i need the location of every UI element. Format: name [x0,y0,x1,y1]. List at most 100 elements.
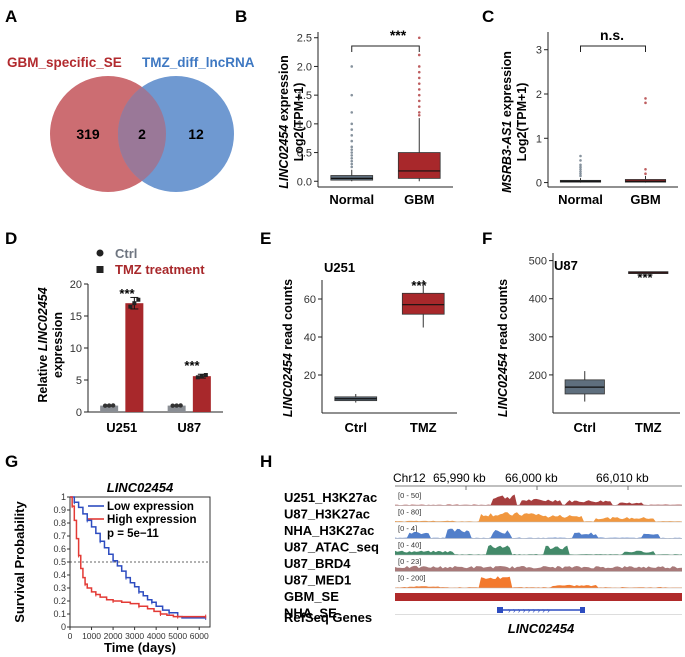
track-u251-h3k27ac-signal [395,494,682,506]
box-b-1-outlier-9 [417,65,421,68]
track-nha-h3k27ac-range: [0 - 4] [398,524,417,533]
box-c-1-outlier-1 [644,167,647,171]
box-c-1-outlier-3 [644,97,647,100]
plot-e: 20 40 60 Ctrl TMZ [304,280,457,435]
ylabel-d-line2: expression [51,312,65,378]
box-b-0-outlier-11 [350,122,354,126]
box-b-0-outlier-9 [350,134,354,137]
box-c-1-category: GBM [630,192,660,207]
panel-b: B LINC02454 expression Log2(TPM+1) *** 0… [235,7,453,207]
plot-g-xtick-label-6: 6000 [190,631,209,641]
plot-g-ytick-label-4: 0.4 [53,570,66,580]
plot-b-ytick-label-0: 0.0 [297,176,312,188]
sig-d-u87: *** [184,358,200,373]
legend-d-ctrl-marker [96,249,104,257]
box-c-0-outlier-4 [579,165,582,169]
track-u251-h3k27ac-range: [0 - 50] [398,491,421,500]
chrom-label: Chr12 [393,471,426,485]
panel-letter-b: B [235,7,247,26]
coord-1: 65,990 kb [433,471,486,485]
ylabel-c-suffix: expression [500,51,514,120]
venn-left-count: 319 [76,126,100,142]
survival-curve-0 [70,496,206,619]
plot-g-xtick-label-2: 2000 [104,631,123,641]
bar-d-1-0-point-1 [174,403,179,408]
box-c-0-outlier-0 [579,174,582,178]
sig-bracket-c [580,45,646,52]
box-c-0-outlier-2 [579,170,582,173]
plot-g-xtick-label-0: 0 [68,631,73,641]
plot-b-ytick-label-5: 2.5 [297,33,312,45]
box-b-1-outlier-11 [417,36,421,40]
track-u87-h3k27ac-signal [395,512,682,522]
box-b-0-outlier-10 [350,128,354,131]
plot-g-ytick-label-10: 1 [61,492,66,502]
venn-overlap [118,76,166,192]
box-c-0-outlier-5 [579,163,582,167]
box-b-1-outlier-4 [417,93,421,97]
track-u251-h3k27ac-label: U251_H3K27ac [284,490,377,505]
plot-e-ytick-label-1: 40 [304,332,316,344]
plot-e-ytick-label-2: 60 [304,294,316,306]
plot-b: 0.0 0.5 1.0 1.5 2.0 2.5 Normal GBM [297,32,453,207]
panel-letter-f: F [482,229,492,248]
gene-model-exon-2 [580,607,585,613]
plot-f-ytick-label-2: 400 [529,294,547,306]
ylabel-b-gene: LINC02454 [277,125,291,189]
box-b-1-outlier-6 [417,82,421,85]
bar-d-1-0 [167,405,186,412]
track-nha-h3k27ac-label: NHA_H3K27ac [284,523,374,538]
legend-g-low: Low expression [107,501,194,513]
plot-f-ytick-label-0: 200 [529,370,547,382]
ylabel-b-suffix: expression [277,55,291,124]
ylabel-f-gene: LINC02454 [496,353,510,417]
gene-model-exon-1 [497,607,503,613]
track-u87-h3k27ac-label: U87_H3K27ac [284,507,370,522]
refseq-label: RefSeq Genes [284,610,372,625]
cell-line-f: U87 [554,258,578,273]
box-b-1-outlier-7 [417,76,421,80]
panel-a: A GBM_specific_SE TMZ_diff_lncRNA 319 2 … [5,7,255,192]
box-b-1-outlier-10 [417,53,421,57]
plot-g: 0 0.1 0.2 0.3 0.4 0.5 0.6 0.7 0.8 0.9 1 0 1000 2000 30… [53,492,211,641]
legend-d-tmz: TMZ treatment [115,262,205,277]
box-b-0-outlier-4 [350,154,354,157]
plot-b-ytick-label-3: 1.5 [297,90,312,102]
plot-g-ytick-label-0: 0 [61,622,66,632]
plot-g-ytick-label-8: 0.8 [53,518,66,528]
track-gbm-se-region [395,593,682,601]
plot-g-ytick-label-9: 0.9 [53,505,66,515]
box-b-0-outlier-6 [350,148,354,151]
box-c-0-category: Normal [558,192,603,207]
box-b-0-outlier-7 [350,145,354,149]
plot-c-ytick-label-3: 3 [536,45,542,57]
box-c-0-outlier-6 [579,159,582,162]
box-b-1-category: GBM [404,192,434,207]
plot-g-xtick-label-5: 5000 [168,631,187,641]
venn-set2-label: TMZ_diff_lncRNA [142,55,255,70]
gene-model-strand-arrows: › › › › › › › › › [508,606,550,615]
track-nha-h3k27ac-signal [395,528,682,539]
gene-label: LINC02454 [508,621,575,636]
sig-e: *** [411,278,427,293]
sig-c: n.s. [600,27,624,43]
bar-d-0-0-point-1 [106,403,112,408]
ylabel-e-gene: LINC02454 [281,353,295,417]
venn-set1-label: GBM_specific_SE [7,55,122,70]
bar-d-1-1-point-2 [203,373,208,378]
box-b-1-outlier-5 [417,88,421,91]
track-u87-atac-seq-label: U87_ATAC_seq [284,540,379,555]
plot-g-ytick-label-5: 0.5 [53,557,66,567]
box-b-0-outlier-3 [350,156,354,160]
plot-c-ytick-label-0: 0 [536,178,542,190]
plot-b-ytick-label-1: 0.5 [297,148,312,160]
coord-3: 66,010 kb [596,471,649,485]
panel-letter-e: E [260,229,271,248]
track-nha-se-label: NHA_SE [284,606,337,621]
plot-g-ytick-label-3: 0.3 [53,583,66,593]
pvalue-g: p = 5e−11 [107,528,159,540]
plot-d-ytick-label-0: 0 [76,407,82,419]
panel-letter-a: A [5,7,17,26]
box-b-0-category: Normal [329,192,374,207]
bar-d-0-1-point-0 [128,304,133,309]
